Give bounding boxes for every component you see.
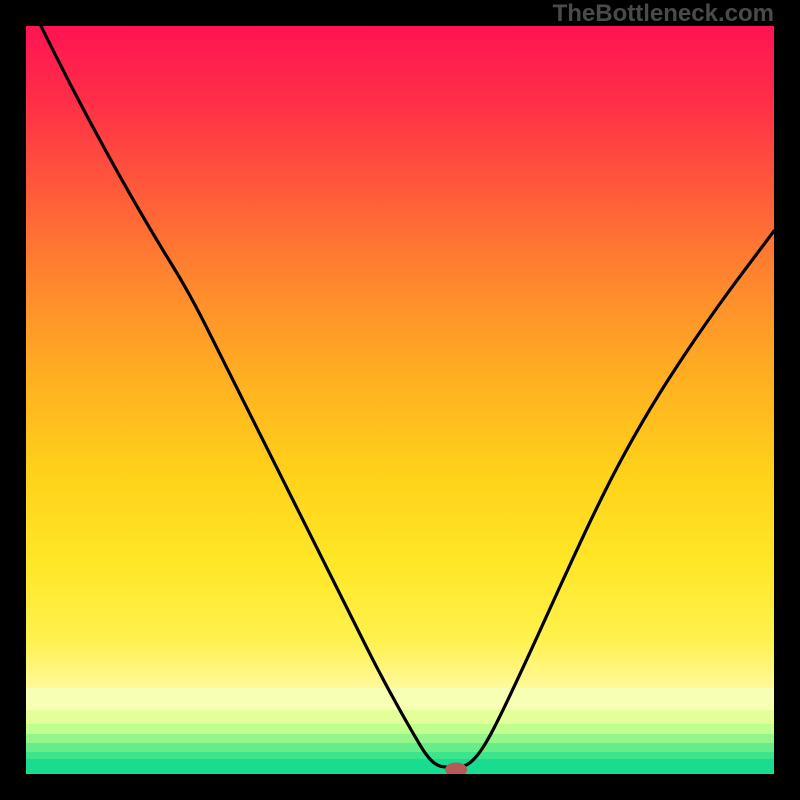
gradient-band bbox=[26, 688, 774, 710]
gradient-band bbox=[26, 710, 774, 723]
gradient-band bbox=[26, 734, 774, 743]
plot-area bbox=[26, 26, 774, 774]
gradient-band bbox=[26, 724, 774, 734]
gradient-background bbox=[26, 26, 774, 774]
chart-stage: TheBottleneck.com bbox=[0, 0, 800, 800]
watermark-text: TheBottleneck.com bbox=[553, 0, 774, 28]
gradient-band bbox=[26, 752, 774, 759]
gradient-band bbox=[26, 743, 774, 751]
gradient-band bbox=[26, 759, 774, 774]
